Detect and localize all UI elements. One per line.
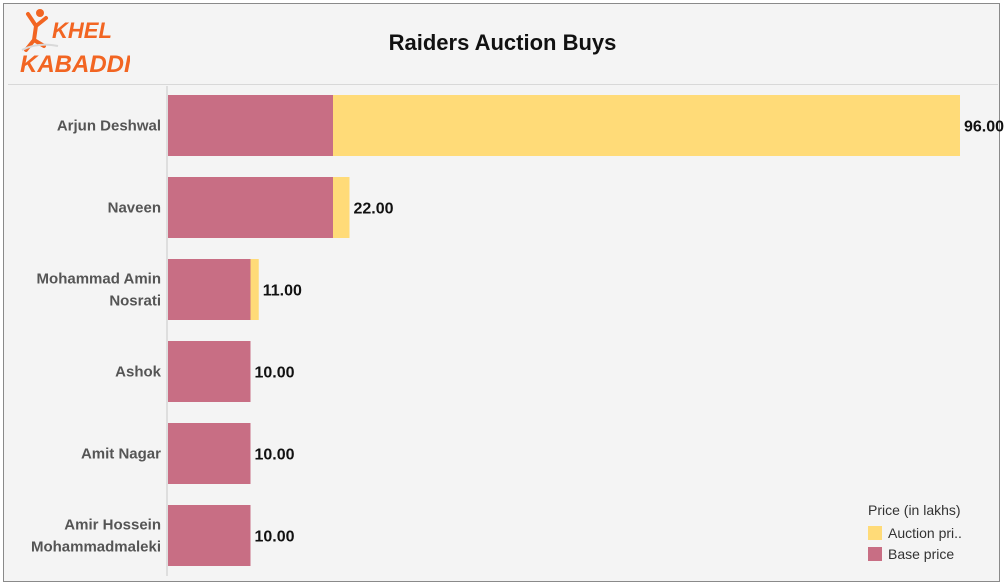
bar-segment-base-price[interactable] <box>168 259 251 320</box>
bar-segment-base-price[interactable] <box>168 341 251 402</box>
chart-header <box>4 4 999 84</box>
category-label: Amir Hossein Mohammadmaleki <box>31 517 161 556</box>
plot-area <box>8 84 998 579</box>
bar-segment-base-price[interactable] <box>168 423 251 484</box>
category-label: Naveen <box>108 200 161 217</box>
bar-segment-base-price[interactable] <box>168 505 251 566</box>
category-label: Mohammad Amin Nosrati <box>37 271 161 310</box>
bar-total-label: 10.00 <box>255 529 295 546</box>
category-label: Amit Nagar <box>81 446 161 463</box>
logo-text-khel: KHEL <box>52 18 112 43</box>
legend-item-auction[interactable]: Auction pri.. <box>868 522 998 543</box>
bar-total-label: 11.00 <box>263 283 302 300</box>
bar-segment-base-price[interactable] <box>168 177 333 238</box>
bar-segment-auction-pri[interactable] <box>250 259 259 320</box>
legend-item-base[interactable]: Base price <box>868 543 998 564</box>
legend: Price (in lakhs) Auction pri.. Base pric… <box>868 502 998 564</box>
bar-total-label: 10.00 <box>255 365 295 382</box>
bar-total-label: 22.00 <box>354 201 394 218</box>
bar-segment-auction-pri[interactable] <box>333 95 960 156</box>
chart-title: Raiders Auction Buys <box>388 30 617 55</box>
kabaddi-player-icon <box>24 9 48 52</box>
legend-swatch-auction <box>868 525 882 540</box>
category-label: Ashok <box>115 364 162 381</box>
khel-kabaddi-logo: KHEL KABADDI <box>20 9 130 78</box>
category-label: Arjun Deshwal <box>57 118 161 135</box>
legend-swatch-base <box>868 546 882 561</box>
legend-label-auction: Auction pri.. <box>888 524 962 541</box>
logo-text-kabaddi: KABADDI <box>20 51 130 78</box>
legend-title: Price (in lakhs) <box>868 502 961 518</box>
bar-segment-auction-pri[interactable] <box>333 177 350 238</box>
bar-total-label: 96.00 <box>964 119 1004 136</box>
bar-segment-base-price[interactable] <box>168 95 333 156</box>
legend-label-base: Base price <box>888 545 955 562</box>
bar-total-label: 10.00 <box>255 447 295 464</box>
